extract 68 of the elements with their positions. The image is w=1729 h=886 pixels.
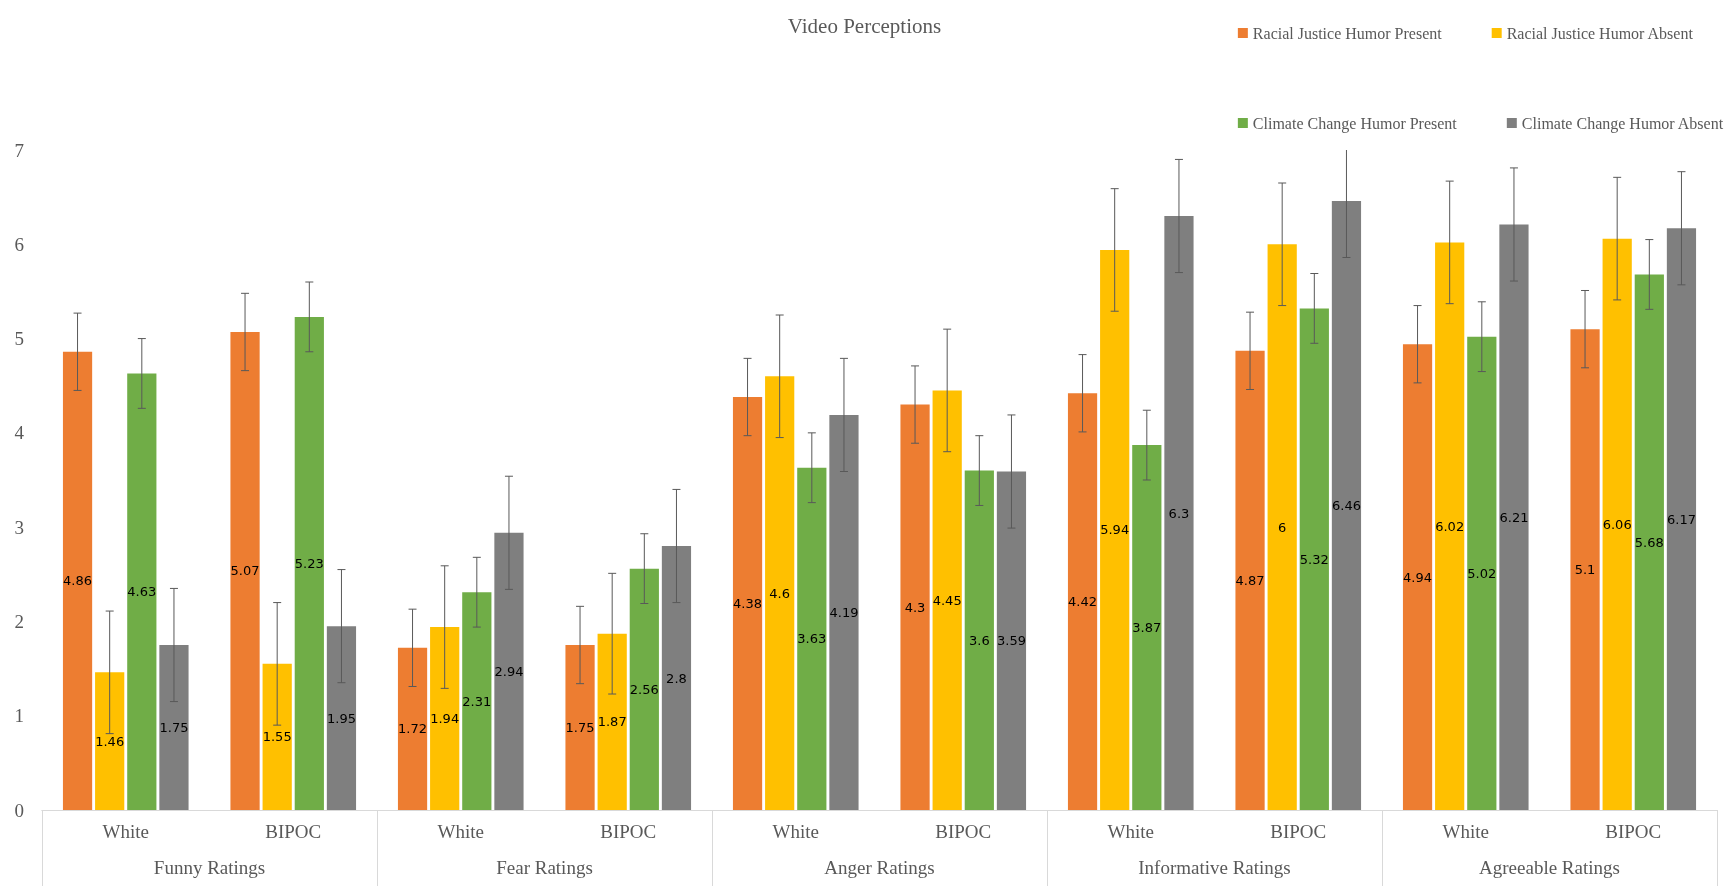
data-label: 1.95	[326, 710, 356, 726]
x-tick-label: BIPOC	[600, 821, 657, 842]
data-label: 3.59	[996, 633, 1026, 649]
data-label: 2.56	[629, 681, 659, 697]
data-label: 6	[1278, 519, 1287, 535]
data-label: 4.3	[904, 599, 926, 615]
data-label: 1.55	[262, 729, 292, 745]
data-label: 1.46	[95, 733, 125, 749]
text: Fear Ratings	[496, 857, 593, 878]
data-label: 1.87	[597, 714, 627, 730]
data-label: 4.45	[932, 592, 962, 608]
x-tick-label: White	[102, 821, 149, 842]
legend-label: Racial Justice Humor Absent	[1506, 24, 1694, 42]
data-label: 5.02	[1467, 565, 1497, 581]
x-tick-label: BIPOC	[935, 821, 992, 842]
data-label: 5.68	[1634, 534, 1664, 550]
x-tick-label: BIPOC	[1605, 821, 1662, 842]
text: Agreeable Ratings	[1479, 857, 1620, 878]
data-label: 4.86	[63, 573, 93, 589]
x-tick-label: White	[772, 821, 819, 842]
legend-label: Racial Justice Humor Present	[1252, 24, 1443, 42]
data-label: 5.23	[294, 555, 324, 571]
data-label: 5.94	[1100, 522, 1130, 538]
data-label: 2.31	[462, 693, 492, 709]
x-tick-label: BIPOC	[1270, 821, 1327, 842]
x-tick-label: BIPOC	[265, 821, 322, 842]
data-label: 4.42	[1068, 594, 1098, 610]
x-tick-label: White	[1442, 821, 1489, 842]
data-label: 2.94	[494, 663, 524, 679]
y-tick-label: 7	[14, 139, 24, 161]
y-tick-label: 0	[14, 799, 24, 821]
data-label: 1.72	[398, 721, 428, 737]
data-label: 6.02	[1435, 518, 1465, 534]
x-tick-label: White	[1107, 821, 1154, 842]
data-label: 4.19	[829, 604, 859, 620]
data-label: 4.63	[127, 584, 157, 600]
y-tick-label: 3	[14, 516, 24, 538]
y-tick-label: 2	[14, 610, 24, 632]
text: Funny Ratings	[153, 857, 266, 878]
data-label: 5.1	[1574, 562, 1596, 578]
data-label: 4.94	[1403, 569, 1433, 585]
data-label: 6.46	[1331, 497, 1361, 513]
y-tick-label: 1	[14, 705, 24, 727]
legend-label: Climate Change Humor Absent	[1521, 114, 1724, 133]
legend-label: Climate Change Humor Present	[1252, 114, 1458, 133]
data-label: 3.87	[1132, 620, 1162, 636]
y-tick-label: 6	[14, 233, 24, 255]
data-label: 4.6	[769, 585, 791, 601]
y-tick-label: 5	[14, 328, 24, 350]
data-label: 1.75	[159, 720, 189, 735]
data-label: 6.3	[1168, 505, 1190, 521]
data-label: 4.38	[733, 596, 763, 612]
chart-title: Video Perceptions	[787, 13, 942, 38]
data-label: 6.21	[1499, 509, 1529, 525]
data-label: 5.32	[1299, 551, 1329, 567]
text: Informative Ratings	[1138, 857, 1291, 878]
data-label: 6.17	[1666, 511, 1696, 527]
data-label: 3.6	[968, 632, 990, 648]
data-label: 4.87	[1235, 572, 1265, 588]
data-label: 5.07	[230, 563, 260, 579]
data-label: 1.75	[565, 720, 595, 735]
data-label: 1.94	[430, 711, 460, 727]
data-label: 6.06	[1602, 516, 1632, 532]
data-label: 2.8	[666, 670, 687, 686]
data-label: 3.63	[797, 631, 827, 647]
text: Anger Ratings	[824, 857, 935, 878]
y-tick-label: 4	[14, 422, 25, 444]
x-tick-label: White	[437, 821, 484, 842]
